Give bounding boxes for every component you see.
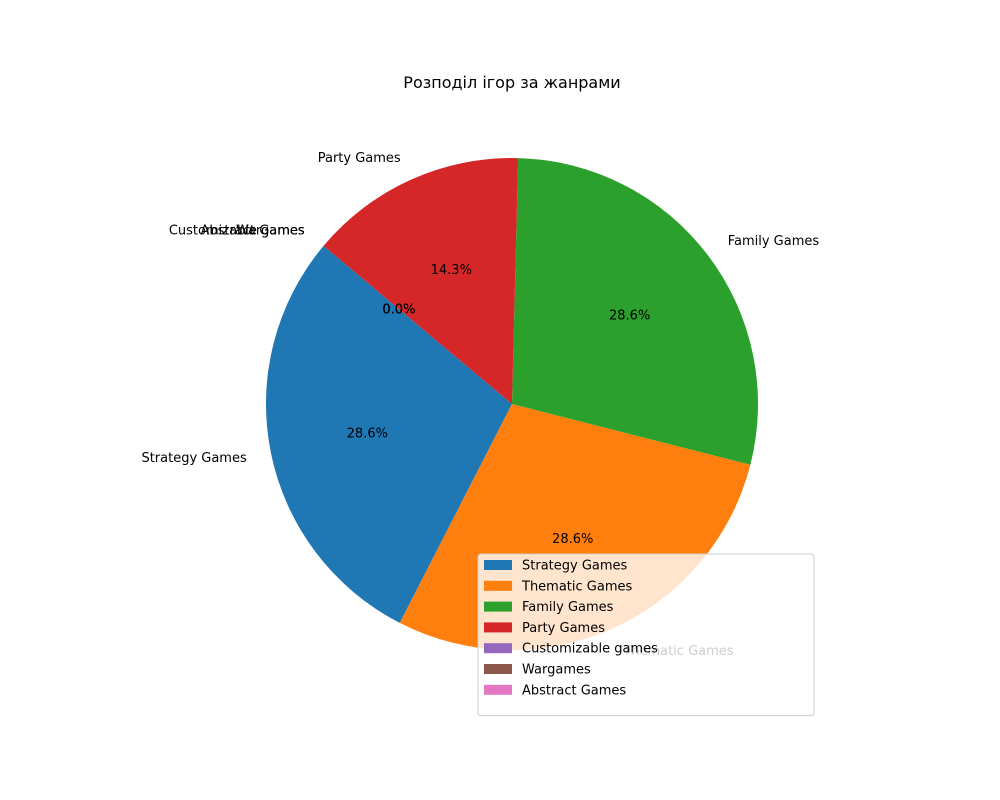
slice-label-abstract-games: Abstract Games [201,224,305,239]
legend-swatch-wargames [484,664,512,674]
percent-label-party-games: 14.3% [431,263,472,278]
legend-box [477,553,815,717]
pie-slice-family-games [512,158,758,465]
percent-label-wargames: 0.0% [382,303,415,318]
percent-label-family-games: 28.6% [609,308,650,323]
slice-label-customizable-games: Customizable games [169,224,305,239]
legend-swatch-customizable-games [484,643,512,654]
legend-swatch-party-games [484,622,512,633]
slice-label-wargames: Wargames [236,224,305,239]
legend-label-party-games: Party Games [522,621,605,636]
legend-label-wargames: Wargames [522,663,591,678]
slice-label-family-games: Family Games [728,234,820,249]
pie-slice-party-games [323,158,519,404]
legend-label-abstract-games: Abstract Games [522,683,626,698]
chart-title: Розподіл ігор за жанрами [403,73,620,92]
percent-labels: 28.6%28.6%28.6%14.3%0.0%0.0%0.0% [347,263,651,547]
legend-label-customizable-games: Customizable games [522,642,658,657]
percent-label-strategy-games: 28.6% [347,427,388,442]
legend-label-strategy-games: Strategy Games [522,559,628,574]
legend-swatch-family-games [484,601,512,612]
slice-label-strategy-games: Strategy Games [141,451,247,466]
percent-label-customizable-games: 0.0% [382,303,415,318]
legend-swatch-strategy-games [484,560,512,570]
slice-labels: Strategy Games Thematic Games Family Games… [141,151,819,659]
slice-label-party-games: Party Games [318,151,401,166]
legend-label-thematic-games: Thematic Games [521,579,632,594]
percent-label-abstract-games: 0.0% [382,303,415,318]
legend-swatch-abstract-games [484,684,512,695]
legend-label-family-games: Family Games [522,600,614,615]
legend-swatch-thematic-games [484,580,512,591]
legend: Strategy Games Thematic Games Family Games… [477,553,815,717]
pie-slice-strategy-games [266,245,512,623]
percent-label-thematic-games: 28.6% [552,532,593,547]
